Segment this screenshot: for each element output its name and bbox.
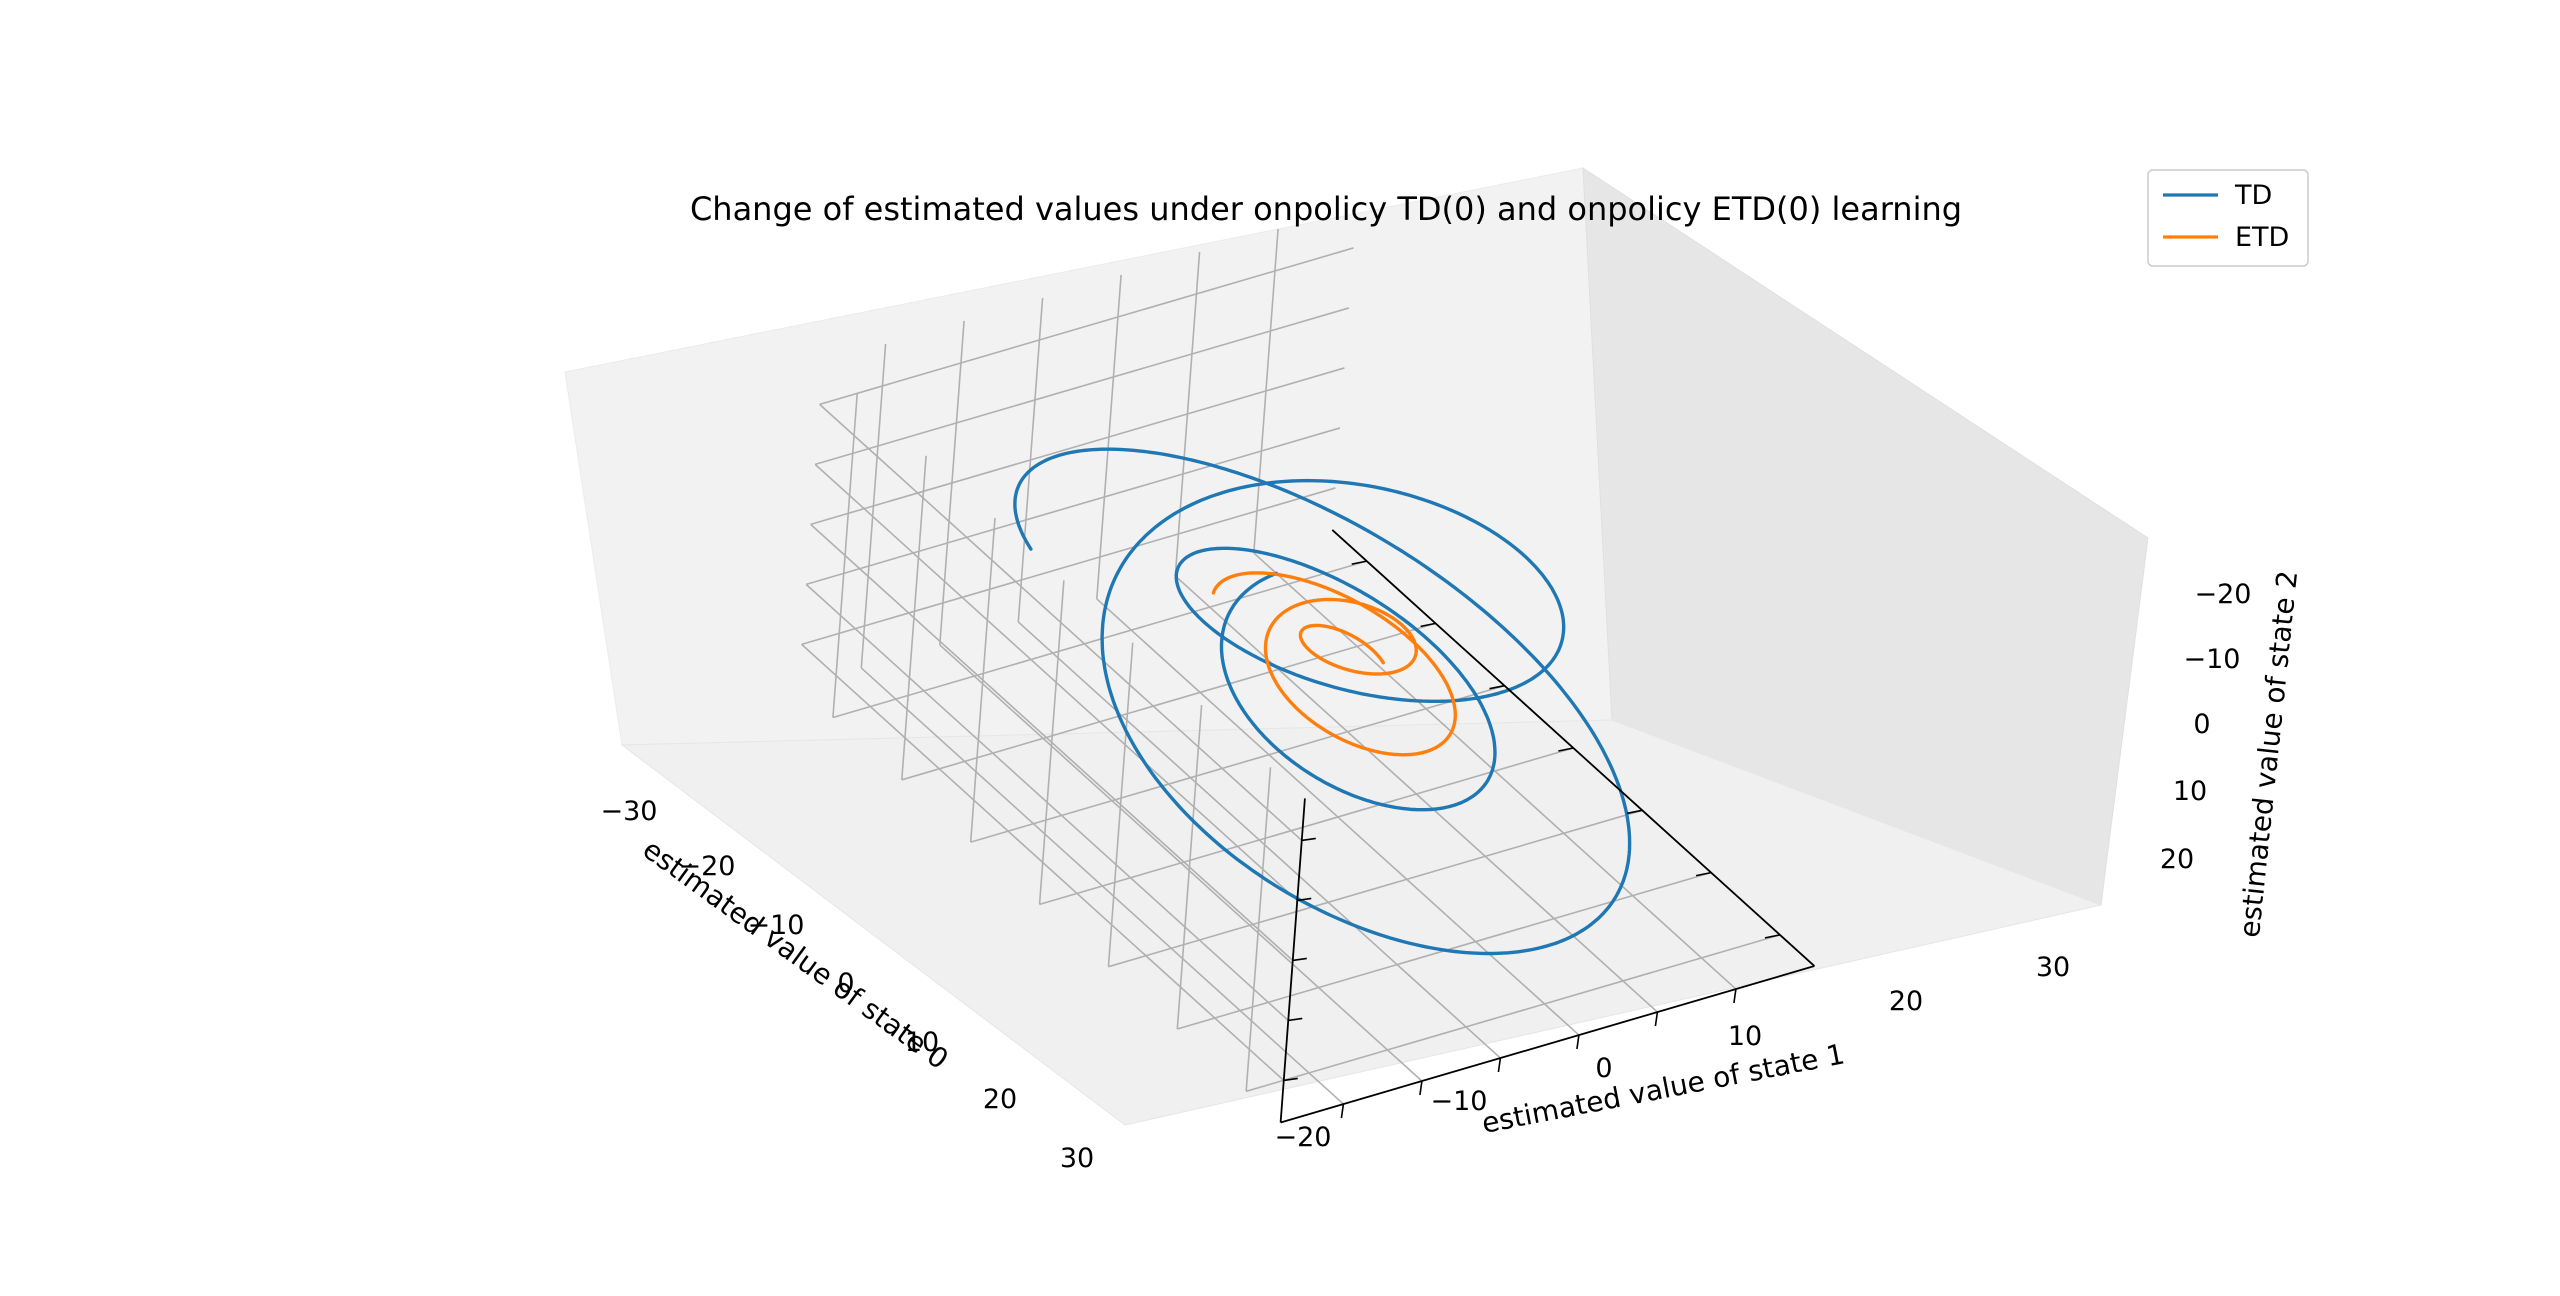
grid-line xyxy=(1017,621,1501,1059)
x-tick-label: 20 xyxy=(983,1084,1017,1115)
z-tick-mark xyxy=(1283,1077,1298,1082)
grid-line xyxy=(810,523,1294,962)
grid-lines xyxy=(801,228,1781,1105)
z-tick-mark xyxy=(1297,897,1312,902)
z-tick-mark xyxy=(1288,1017,1303,1022)
z-tick-mark xyxy=(1292,957,1307,962)
grid-line xyxy=(1039,747,1574,906)
x-tick-mark xyxy=(1489,684,1505,690)
axes-layer xyxy=(1279,529,1816,1124)
y-axis-line xyxy=(1280,965,1815,1124)
grid-line xyxy=(1096,598,1580,1036)
x-tick-mark xyxy=(1627,809,1643,815)
z-tick-label: −10 xyxy=(2184,644,2241,675)
z-tick-label: 20 xyxy=(2160,844,2194,875)
x-tick-mark xyxy=(1351,560,1367,565)
y-tick-mark xyxy=(1419,1080,1423,1096)
z-tick-mark xyxy=(1301,837,1316,842)
x-tick-label: 0 xyxy=(837,968,854,999)
series-layer xyxy=(1013,447,1632,956)
z-tick-labels: −20 −10 0 10 20 xyxy=(2160,579,2252,875)
y-tick-label: −10 xyxy=(1431,1086,1488,1117)
pane-floor xyxy=(620,719,2103,1126)
y-tick-mark xyxy=(1654,1011,1659,1027)
grid-line xyxy=(819,247,1354,406)
z-tick-label: −20 xyxy=(2195,579,2252,610)
x-tick-label: −20 xyxy=(679,851,736,882)
x-tick-mark xyxy=(1558,747,1574,752)
z-tick-label: 0 xyxy=(2193,709,2210,740)
y-tick-labels: −20 −10 0 10 20 30 xyxy=(1275,952,2071,1153)
z-tick-label: 10 xyxy=(2173,776,2207,807)
grid-line xyxy=(805,583,1289,1022)
x-tick-label: −30 xyxy=(601,796,658,827)
grid-line xyxy=(970,684,1505,843)
grid-line xyxy=(1245,934,1781,1093)
grid-line xyxy=(1174,575,1658,1013)
x-tick-label: −10 xyxy=(748,910,805,941)
legend-label-etd: ETD xyxy=(2235,222,2289,253)
legend-label-td: TD xyxy=(2234,180,2272,211)
grid-line xyxy=(939,644,1423,1082)
x-tick-mark xyxy=(1420,622,1436,628)
grid-line xyxy=(810,367,1345,526)
grid-line xyxy=(801,643,1285,1082)
y-tick-mark xyxy=(1576,1034,1580,1050)
y-tick-label: 20 xyxy=(1889,986,1923,1017)
series-line-etd xyxy=(1211,571,1458,757)
legend: TD ETD xyxy=(2147,169,2309,267)
x-tick-label: 30 xyxy=(1060,1143,1094,1174)
grid-line xyxy=(814,307,1350,466)
grid-line xyxy=(832,560,1367,719)
y-tick-label: 0 xyxy=(1595,1053,1612,1084)
x-tick-labels: −30 −20 −10 0 10 20 30 xyxy=(601,796,1095,1174)
y-tick-label: 30 xyxy=(2036,952,2070,983)
grid-line xyxy=(1108,809,1643,968)
y-tick-mark xyxy=(1340,1103,1345,1119)
y-tick-label: −20 xyxy=(1275,1122,1332,1153)
y-tick-mark xyxy=(1497,1057,1502,1073)
grid-line xyxy=(1253,552,1737,990)
x-tick-mark xyxy=(1695,871,1712,877)
y-tick-mark xyxy=(1733,988,1737,1004)
grid-line xyxy=(801,487,1336,646)
grid-line xyxy=(901,622,1436,781)
x-tick-label: 10 xyxy=(905,1027,939,1058)
y-tick-label: 10 xyxy=(1728,1021,1762,1052)
chart-title: Change of estimated values under onpolic… xyxy=(690,190,1962,228)
grid-line xyxy=(814,463,1298,902)
series-line-td xyxy=(1013,447,1632,956)
x-tick-mark xyxy=(1764,934,1781,939)
grid-line xyxy=(819,403,1303,842)
grid-line xyxy=(805,427,1341,586)
grid-line xyxy=(860,667,1344,1105)
